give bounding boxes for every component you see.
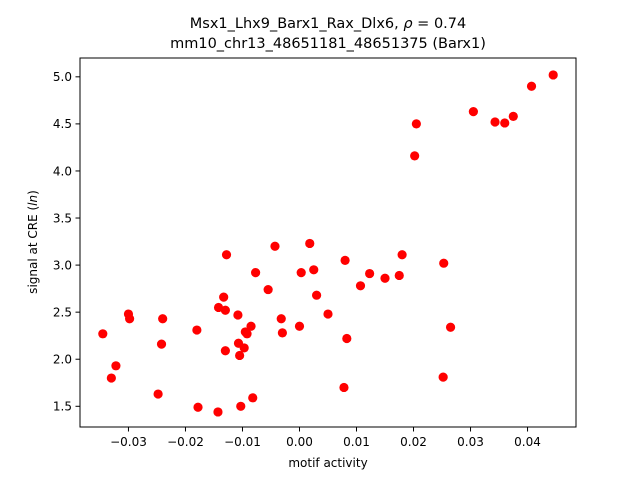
data-point-47	[438, 372, 448, 382]
data-point-32	[296, 268, 306, 278]
data-point-10	[193, 402, 203, 412]
x-axis-ticks: −0.03 −0.02 −0.01 0.00 0.01 0.02 0.03 0.04	[110, 427, 541, 449]
data-point-55	[548, 70, 558, 80]
data-points	[98, 70, 558, 417]
data-point-45	[410, 151, 420, 161]
data-point-37	[339, 382, 349, 393]
data-point-53	[508, 111, 518, 121]
y-tick-label: 2.5	[53, 305, 72, 319]
data-point-51	[490, 117, 500, 127]
data-point-25	[248, 393, 258, 403]
x-tick-label: −0.02	[167, 435, 204, 449]
y-tick-label: 1.5	[53, 400, 72, 414]
data-point-33	[305, 238, 315, 249]
data-point-41	[365, 268, 375, 279]
chart-title-line2: mm10_chr13_48651181_48651375 (Barx1)	[170, 36, 486, 52]
data-point-46	[411, 119, 421, 129]
x-tick-label: −0.03	[110, 435, 147, 449]
data-point-50	[468, 107, 478, 117]
data-point-38	[340, 255, 350, 265]
y-axis-ticks: 1.5 2.0 2.5 3.0 3.5 4.0 4.5 5.0	[53, 70, 80, 414]
data-point-39	[342, 333, 352, 344]
chart-title-line1: Msx1_Lhx9_Barx1_Rax_Dlx6, ρ = 0.74	[190, 16, 466, 32]
y-tick-label: 2.0	[53, 353, 72, 367]
x-tick-label: 0.01	[343, 435, 370, 449]
x-tick-label: 0.03	[457, 435, 484, 449]
x-axis-label: motif activity	[288, 456, 367, 470]
y-tick-label: 4.5	[53, 117, 72, 131]
x-tick-label: 0.00	[286, 435, 313, 449]
data-point-48	[439, 258, 449, 268]
axes-frame	[79, 57, 577, 428]
data-point-43	[394, 270, 404, 281]
y-tick-label: 3.0	[53, 258, 72, 272]
data-point-6	[153, 389, 163, 399]
data-point-21	[239, 343, 249, 353]
data-point-20	[236, 401, 246, 411]
data-point-34	[309, 265, 319, 275]
data-point-31	[294, 321, 305, 331]
data-point-15	[220, 305, 230, 315]
x-tick-label: −0.01	[224, 435, 261, 449]
data-point-5	[125, 314, 135, 324]
data-point-3	[111, 361, 121, 371]
plot-area	[80, 58, 576, 427]
data-point-40	[355, 281, 366, 291]
data-point-52	[500, 118, 510, 128]
data-point-24	[246, 321, 256, 331]
data-point-29	[276, 314, 286, 324]
data-point-35	[312, 290, 322, 300]
data-point-8	[158, 314, 168, 324]
data-point-49	[445, 322, 456, 332]
data-point-36	[323, 309, 333, 319]
x-tick-label: 0.04	[514, 435, 541, 449]
data-point-9	[192, 325, 202, 335]
data-point-54	[526, 81, 537, 91]
data-point-1	[98, 329, 108, 339]
data-point-14	[220, 346, 230, 356]
data-point-42	[380, 273, 390, 283]
data-point-2	[106, 373, 116, 383]
y-tick-label: 4.0	[53, 164, 72, 178]
y-tick-label: 5.0	[53, 70, 72, 84]
y-axis-label: signal at CRE (ln)	[26, 190, 40, 294]
data-point-27	[263, 284, 273, 295]
data-point-7	[156, 339, 167, 349]
data-point-26	[251, 268, 261, 278]
data-point-11	[213, 407, 223, 417]
data-point-44	[397, 250, 407, 260]
data-point-23	[242, 329, 252, 339]
x-tick-label: 0.02	[400, 435, 427, 449]
data-point-13	[219, 292, 229, 302]
data-point-16	[221, 250, 232, 260]
data-point-17	[233, 310, 243, 320]
y-tick-label: 3.5	[53, 211, 72, 225]
data-point-28	[270, 241, 280, 251]
data-point-19	[235, 350, 245, 361]
data-point-30	[277, 328, 287, 338]
